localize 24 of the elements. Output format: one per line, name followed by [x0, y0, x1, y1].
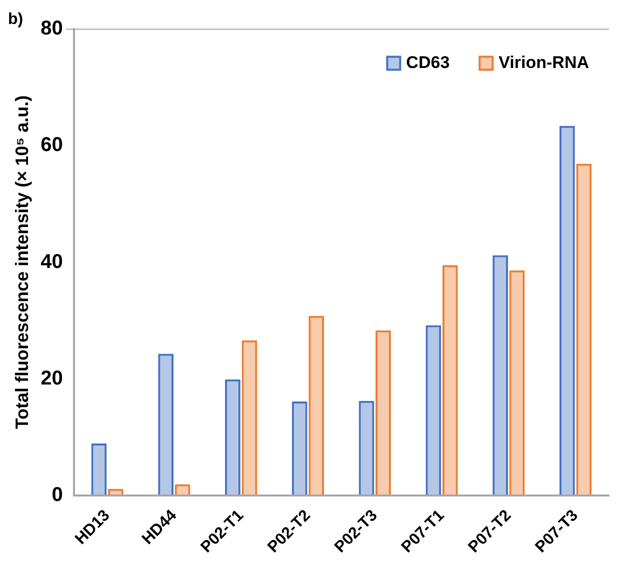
y-tick-label: 80	[40, 18, 63, 40]
bar	[158, 354, 174, 495]
bar	[225, 379, 240, 495]
bar	[576, 164, 592, 495]
bar	[358, 400, 374, 495]
bar	[509, 270, 525, 495]
bar	[492, 255, 508, 495]
y-tick-label: 20	[40, 367, 63, 390]
bar	[91, 443, 107, 495]
bar	[242, 340, 258, 495]
y-tick-label: 60	[40, 134, 63, 156]
bar	[442, 265, 458, 495]
chart-title: b)	[8, 11, 24, 28]
bar	[376, 330, 391, 495]
legend-label: CD63	[406, 52, 450, 72]
bar	[108, 488, 124, 495]
bar	[426, 325, 442, 495]
bar	[292, 402, 308, 495]
bar	[560, 126, 575, 495]
bar	[308, 316, 324, 495]
y-tick-label: 0	[52, 484, 63, 506]
y-axis-title: Total fluorescence intensity (× 10⁵ a.u.)	[12, 95, 32, 430]
legend-label: Virion-RNA	[498, 52, 590, 72]
y-tick-label: 40	[40, 250, 63, 273]
